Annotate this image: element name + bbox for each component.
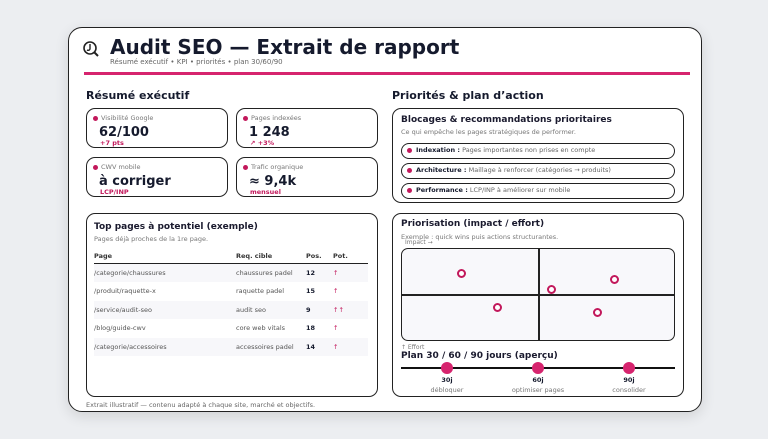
- query-cell: accessoires padel: [236, 337, 306, 356]
- x-axis-label: Impact →: [405, 239, 433, 246]
- prioritization-panel: Priorisation (impact / effort) Exemple :…: [392, 213, 684, 397]
- matrix-title: Priorisation (impact / effort): [401, 219, 545, 229]
- column-header: Page: [94, 250, 236, 264]
- bullet-dot-icon: [407, 148, 412, 153]
- milestone-label: 60j: [532, 376, 544, 384]
- column-header: Req. cible: [236, 250, 306, 264]
- scatter-point: [492, 302, 502, 312]
- plan-title: Plan 30 / 60 / 90 jours (aperçu): [401, 351, 558, 361]
- milestone-dot: [623, 362, 635, 374]
- blocker-text: Pages importantes non prises en compte: [462, 146, 596, 154]
- kpi-card: Visibilité Google 62/100 +7 pts: [86, 108, 228, 148]
- milestone-desc: consolider: [612, 386, 646, 394]
- matrix-subtitle: Exemple : quick wins puis actions struct…: [401, 233, 559, 241]
- bullet-dot-icon: [93, 116, 98, 121]
- magnifier-logo-icon: [83, 41, 99, 57]
- position-cell: 14: [306, 337, 333, 356]
- potential-cell: ↑↑: [333, 300, 368, 319]
- kpi-delta: ↗ +3%: [250, 139, 275, 147]
- blockers-title: Blocages & recommandations prioritaires: [401, 115, 612, 125]
- table-row: /categorie/chaussures chaussures padel 12 ↑: [94, 263, 368, 282]
- table-row: /blog/guide-cwv core web vitals 18 ↑: [94, 319, 368, 338]
- scatter-point: [457, 269, 467, 279]
- position-cell: 12: [306, 263, 333, 282]
- bullet-dot-icon: [407, 168, 412, 173]
- kpi-delta: +7 pts: [100, 139, 124, 147]
- table-row: /produit/raquette-x raquette padel 15 ↑: [94, 282, 368, 301]
- page-cell: /blog/guide-cwv: [94, 324, 146, 333]
- priorities-heading: Priorités & plan d’action: [392, 89, 544, 102]
- blocker-text: LCP/INP à améliorer sur mobile: [469, 186, 571, 194]
- kpi-delta: mensuel: [250, 188, 281, 196]
- scatter-point: [547, 285, 557, 295]
- blocker-item: Performance : LCP/INP à améliorer sur mo…: [401, 183, 675, 199]
- table-row: /service/audit-seo audit seo 9 ↑↑: [94, 300, 368, 319]
- page-cell: /categorie/accessoires: [94, 337, 236, 356]
- blockers-panel: Blocages & recommandations prioritaires …: [392, 108, 684, 203]
- blocker-text: Maillage à renforcer (catégories → produ…: [468, 166, 611, 174]
- milestone-desc: débloquer: [430, 386, 464, 394]
- bullet-dot-icon: [243, 116, 248, 121]
- potential-cell: ↑: [333, 337, 368, 356]
- page-subtitle: Résumé exécutif • KPI • priorités • plan…: [110, 58, 283, 66]
- kpi-card: CWV mobile à corriger LCP/INP: [86, 157, 228, 197]
- kpi-card: Trafic organique ≈ 9,4k mensuel: [236, 157, 378, 197]
- top-pages-title: Top pages à potentiel (exemple): [94, 222, 258, 232]
- footer-note: Extrait illustratif — contenu adapté à c…: [86, 401, 316, 409]
- bullet-dot-icon: [243, 165, 248, 170]
- query-cell: core web vitals: [236, 324, 286, 333]
- kpi-value: ≈ 9,4k: [249, 174, 297, 189]
- top-pages-panel: Top pages à potentiel (exemple) Pages dé…: [86, 213, 378, 397]
- blocker-label: Performance :: [416, 186, 468, 194]
- accent-divider: [84, 72, 690, 75]
- blocker-label: Indexation :: [416, 146, 460, 154]
- plan-timeline: 30j débloquer 60j optimiser pages 90j consoli…: [401, 362, 675, 394]
- blocker-item: Indexation : Pages importantes non prise…: [401, 143, 675, 159]
- milestone-desc: optimiser pages: [511, 386, 565, 394]
- potential-cell: ↑: [333, 324, 339, 333]
- blocker-item: Architecture : Maillage à renforcer (cat…: [401, 163, 675, 179]
- column-header: Pos.: [306, 250, 333, 264]
- scatter-point: [593, 308, 603, 318]
- table-row: /categorie/accessoires accessoires padel 1…: [94, 337, 368, 356]
- milestone-dot: [441, 362, 453, 374]
- kpi-card: Pages indexées 1 248 ↗ +3%: [236, 108, 378, 148]
- page-cell: /service/audit-seo: [94, 300, 236, 319]
- kpi-value: 1 248: [249, 125, 290, 140]
- summary-heading: Résumé exécutif: [86, 89, 190, 102]
- bullet-dot-icon: [93, 165, 98, 170]
- position-cell: 18: [306, 324, 316, 333]
- kpi-label: CWV mobile: [101, 163, 141, 171]
- kpi-delta: LCP/INP: [100, 188, 129, 196]
- page-cell: /categorie/chaussures: [94, 263, 236, 282]
- milestone-label: 30j: [441, 376, 453, 384]
- blocker-label: Architecture :: [416, 166, 467, 174]
- position-cell: 9: [306, 300, 333, 319]
- page-title: Audit SEO — Extrait de rapport: [110, 35, 460, 59]
- impact-effort-matrix: [401, 248, 675, 341]
- query-cell: raquette padel: [236, 287, 285, 296]
- top-pages-table: Page Req. cible Pos. Pot./categorie/chaussu…: [94, 250, 368, 356]
- kpi-value: 62/100: [99, 125, 149, 140]
- page-cell: /produit/raquette-x: [94, 287, 156, 296]
- position-cell: 15: [306, 287, 316, 296]
- blockers-subtitle: Ce qui empêche les pages stratégiques de…: [401, 128, 576, 136]
- query-cell: chaussures padel: [236, 263, 306, 282]
- top-pages-subtitle: Pages déjà proches de la 1re page.: [94, 235, 209, 243]
- milestone-label: 90j: [623, 376, 635, 384]
- y-axis-label: ↑ Effort: [401, 344, 425, 351]
- potential-cell: ↑: [333, 263, 368, 282]
- column-header: Pot.: [333, 250, 368, 264]
- query-cell: audit seo: [236, 300, 306, 319]
- bullet-dot-icon: [407, 188, 412, 193]
- potential-cell: ↑: [333, 287, 339, 296]
- scatter-point: [609, 275, 619, 285]
- quadrant-divider-horizontal: [402, 294, 674, 296]
- kpi-label: Trafic organique: [251, 163, 304, 171]
- kpi-label: Pages indexées: [251, 114, 302, 122]
- kpi-value: à corriger: [99, 174, 171, 189]
- kpi-label: Visibilité Google: [101, 114, 154, 122]
- milestone-dot: [532, 362, 544, 374]
